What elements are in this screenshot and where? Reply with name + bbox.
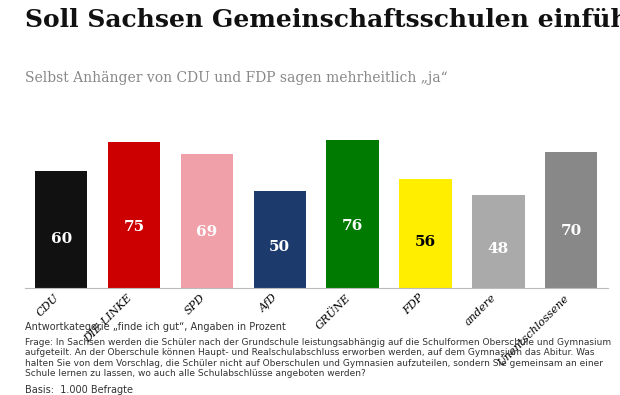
- Bar: [180, 154, 233, 288]
- Text: Frage: In Sachsen werden die Schüler nach der Grundschule leistungsabhängig auf : Frage: In Sachsen werden die Schüler nac…: [25, 338, 611, 378]
- Text: 69: 69: [197, 225, 218, 239]
- Text: 76: 76: [342, 219, 363, 233]
- Text: 75: 75: [123, 220, 144, 234]
- Text: 50: 50: [269, 241, 290, 254]
- Text: 48: 48: [488, 242, 509, 256]
- Text: Antwortkategorie „finde ich gut“, Angaben in Prozent: Antwortkategorie „finde ich gut“, Angabe…: [25, 322, 286, 332]
- Bar: [254, 191, 306, 288]
- Bar: [399, 179, 452, 288]
- Text: 70: 70: [560, 224, 582, 238]
- Bar: [35, 171, 87, 288]
- Text: Basis:  1.000 Befragte: Basis: 1.000 Befragte: [25, 385, 133, 395]
- Text: Selbst Anhänger von CDU und FDP sagen mehrheitlich „ja“: Selbst Anhänger von CDU und FDP sagen me…: [25, 71, 448, 85]
- Text: 56: 56: [415, 235, 436, 250]
- Bar: [108, 142, 161, 288]
- Bar: [545, 152, 598, 288]
- Bar: [326, 140, 379, 288]
- Bar: [472, 195, 525, 288]
- Text: Soll Sachsen Gemeinschaftsschulen einführen?: Soll Sachsen Gemeinschaftsschulen einfüh…: [25, 8, 620, 32]
- Text: 60: 60: [51, 232, 72, 246]
